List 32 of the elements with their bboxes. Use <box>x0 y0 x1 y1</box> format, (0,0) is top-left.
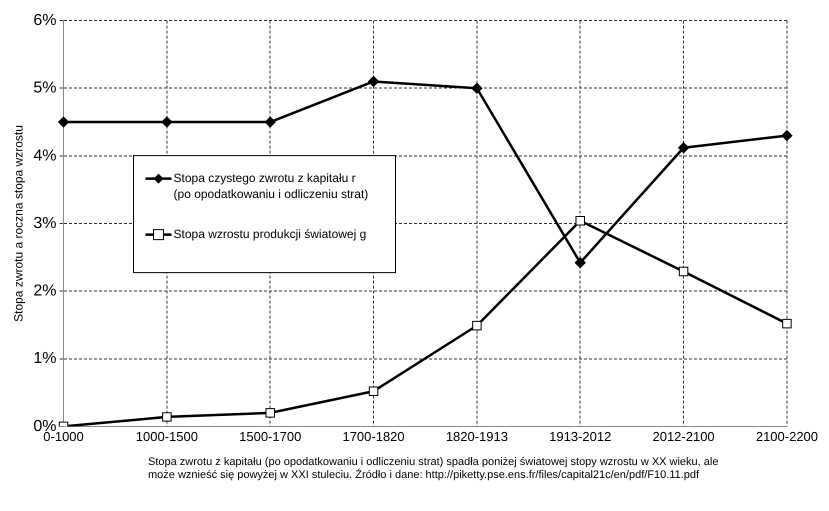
legend-label: Stopa czystego zwrotu z kapitału r (po opodatkowaniu i odliczeniu strat) <box>174 170 368 201</box>
x-tick-label: 2012-2100 <box>652 428 715 444</box>
y-tick-label: 6% <box>33 12 57 30</box>
legend-label: Stopa wzrostu produkcji światowej g <box>174 226 366 241</box>
point <box>678 266 688 276</box>
point <box>471 82 482 94</box>
point <box>368 386 378 396</box>
y-tick-label: 2% <box>33 282 57 300</box>
x-tick-label: 1700-1820 <box>342 428 405 444</box>
x-tick-label: 1913-2012 <box>549 428 612 444</box>
point <box>574 257 586 268</box>
x-tick-label: 2100-2200 <box>756 428 818 444</box>
y-tick-label: 1% <box>33 350 57 368</box>
point <box>368 76 380 87</box>
x-tick-label: 1820-1913 <box>446 428 508 444</box>
point <box>264 116 276 128</box>
point <box>782 318 792 328</box>
y-axis-title: Stopa zwrotu a roczna stopa wzrostu <box>12 125 26 322</box>
y-tick-label: 4% <box>33 147 57 164</box>
x-tick-label: 1000-1500 <box>136 428 198 444</box>
point <box>58 116 70 128</box>
y-tick-label: 5% <box>33 80 57 97</box>
point <box>472 320 482 330</box>
x-tick-label: 1500-1700 <box>239 428 302 444</box>
point <box>575 216 585 226</box>
point <box>678 142 690 154</box>
point <box>781 130 792 142</box>
point <box>265 408 275 418</box>
point <box>162 412 172 422</box>
text: Stopa zwrotu z kapitału (po opodatkowaniu i odliczeniu strat) spadła poniżej światowej stopy wzrostu w XX wieku, ale może wznieść się powyżej w XXI stuleciu. Źródło i dane: http://piketty.pse.ens.fr/files/capital21c/en/pdf/F10.11.pdf <box>148 456 720 482</box>
y-tick-label: 3% <box>33 214 57 232</box>
point <box>161 116 172 128</box>
